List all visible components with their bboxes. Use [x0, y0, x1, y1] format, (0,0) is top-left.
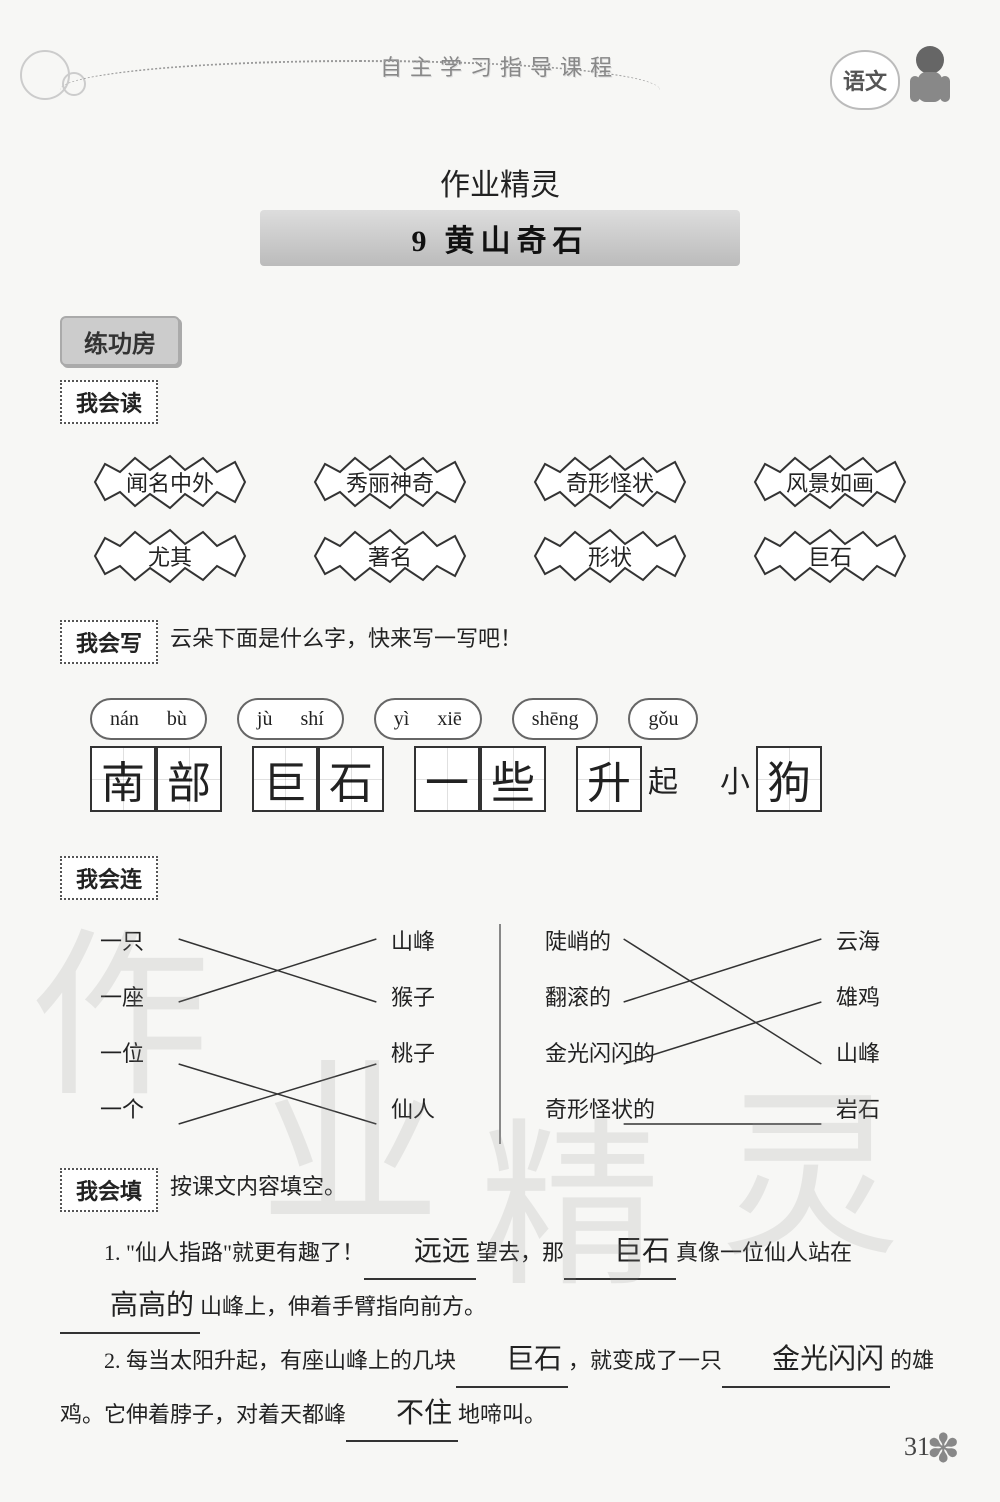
match-label: 我会连: [60, 856, 158, 900]
match-item: 翻滚的: [545, 980, 655, 1012]
read-row-2: 尤其著名形状巨石: [60, 526, 940, 586]
char-box[interactable]: 些: [480, 746, 546, 812]
write-label: 我会写: [60, 620, 158, 664]
char-box[interactable]: 狗: [756, 746, 822, 812]
match-item: 一只: [100, 924, 144, 956]
fill-blank[interactable]: 巨石: [456, 1334, 568, 1388]
fill-blank[interactable]: 巨石: [564, 1226, 676, 1280]
char-group: 巨石: [252, 746, 384, 812]
fill-item: 2. 每当太阳升起，有座山峰上的几块巨石，就变成了一只金光闪闪的雄鸡。它伸着脖子…: [60, 1334, 940, 1442]
char-box[interactable]: 南: [90, 746, 156, 812]
match-item: 仙人: [391, 1092, 435, 1124]
char-box[interactable]: 石: [318, 746, 384, 812]
match-item: 桃子: [391, 1036, 435, 1068]
char-group: 南部: [90, 746, 222, 812]
fill-label: 我会填: [60, 1168, 158, 1212]
fill-item: 1. "仙人指路"就更有趣了！远远望去，那巨石真像一位仙人站在高高的山峰上，伸着…: [60, 1226, 940, 1334]
match-item: 一位: [100, 1036, 144, 1068]
pinyin-cloud: shēng: [512, 698, 599, 740]
char-box[interactable]: 巨: [252, 746, 318, 812]
practice-badge: 练功房: [60, 316, 180, 366]
char-box[interactable]: 一: [414, 746, 480, 812]
flower-icon: ✽: [926, 1425, 960, 1472]
fill-section: 1. "仙人指路"就更有趣了！远远望去，那巨石真像一位仙人站在高高的山峰上，伸着…: [60, 1226, 940, 1442]
match-item: 山峰: [391, 924, 435, 956]
lesson-number: 9: [412, 225, 433, 258]
fill-blank[interactable]: 远远: [364, 1226, 476, 1280]
match-item: 猴子: [391, 980, 435, 1012]
vocab-burst: 巨石: [745, 526, 915, 586]
vocab-burst: 秀丽神奇: [305, 452, 475, 512]
pinyin-row: nánbù jùshí yìxiē shēng gǒu: [90, 698, 940, 740]
char-group: 升起: [576, 746, 684, 812]
lesson-title: 9 黄山奇石: [260, 210, 740, 266]
fill-prompt: 按课文内容填空。: [170, 1174, 346, 1199]
write-prompt: 云朵下面是什么字，快来写一写吧！: [170, 626, 522, 651]
pinyin-cloud: yìxiē: [374, 698, 482, 740]
match-item: 雄鸡: [836, 980, 880, 1012]
char-group: 一些: [414, 746, 546, 812]
char-box[interactable]: 升: [576, 746, 642, 812]
vocab-burst: 尤其: [85, 526, 255, 586]
vocab-burst: 著名: [305, 526, 475, 586]
fill-blank[interactable]: 高高的: [60, 1280, 200, 1334]
vocab-burst: 形状: [525, 526, 695, 586]
match-item: 一个: [100, 1092, 144, 1124]
char-box[interactable]: 部: [156, 746, 222, 812]
match-item: 金光闪闪的: [545, 1036, 655, 1068]
girl-icon: [900, 40, 960, 120]
match-item: 云海: [836, 924, 880, 956]
subject-badge: 语文: [830, 50, 900, 110]
match-item: 陡峭的: [545, 924, 655, 956]
match-left-panel: 一只一座一位一个 山峰猴子桃子仙人: [60, 924, 495, 1144]
vocab-burst: 奇形怪状: [525, 452, 695, 512]
char-row: 南部巨石一些升起小狗: [90, 746, 940, 812]
match-item: 奇形怪状的: [545, 1092, 655, 1124]
pinyin-cloud: jùshí: [237, 698, 344, 740]
char-group: 小狗: [714, 746, 822, 812]
read-row-1: 闻名中外秀丽神奇奇形怪状风景如画: [60, 452, 940, 512]
match-item: 一座: [100, 980, 144, 1012]
page-header: 自主学习指导课程 语文: [60, 50, 940, 150]
vocab-burst: 闻名中外: [85, 452, 255, 512]
vocab-burst: 风景如画: [745, 452, 915, 512]
fill-blank[interactable]: 金光闪闪: [722, 1334, 890, 1388]
read-label: 我会读: [60, 380, 158, 424]
match-right-panel: 陡峭的翻滚的金光闪闪的奇形怪状的 云海雄鸡山峰岩石: [505, 924, 940, 1144]
script-note: 作业精灵: [60, 160, 940, 204]
match-divider: [499, 924, 501, 1144]
match-grid: 一只一座一位一个山峰猴子桃子仙人 陡峭的翻滚的金光闪闪的奇形怪状的云海雄鸡山峰岩…: [60, 924, 940, 1144]
match-item: 岩石: [836, 1092, 880, 1124]
pinyin-cloud: gǒu: [628, 698, 698, 740]
page-number: 31: [904, 1432, 930, 1462]
pinyin-cloud: nánbù: [90, 698, 207, 740]
fill-blank[interactable]: 不住: [346, 1388, 458, 1442]
match-item: 山峰: [836, 1036, 880, 1068]
lesson-name: 黄山奇石: [445, 225, 589, 258]
